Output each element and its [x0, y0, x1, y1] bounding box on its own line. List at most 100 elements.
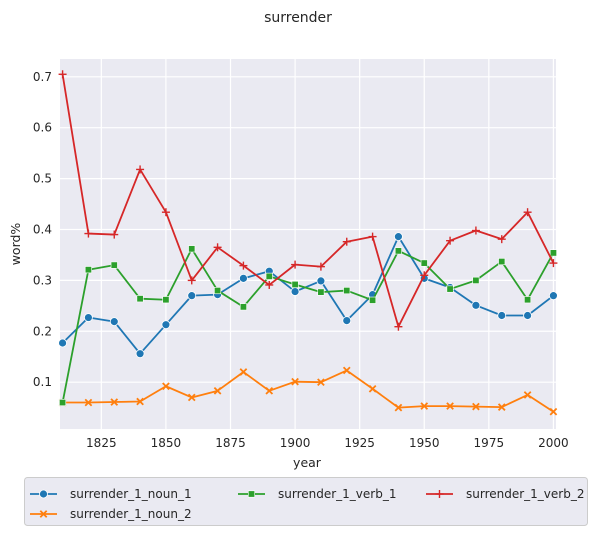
- data-point: [290, 287, 300, 296]
- y-tick-label: 0.5: [33, 172, 52, 186]
- data-point: [136, 397, 144, 406]
- data-point: [84, 398, 93, 407]
- data-point: [213, 243, 222, 252]
- y-axis-label: word%: [8, 223, 23, 266]
- legend-marker: [39, 510, 48, 518]
- data-point: [162, 382, 170, 391]
- data-point-stroke: [291, 377, 299, 386]
- data-point: [187, 393, 196, 402]
- data-point: [549, 407, 558, 416]
- data-point: [187, 276, 196, 285]
- data-point: [84, 313, 93, 322]
- data-point: [135, 349, 145, 359]
- data-point: [239, 273, 248, 283]
- data-point-stroke: [110, 398, 119, 406]
- data-point-stroke: [136, 397, 144, 406]
- data-point: [265, 272, 273, 280]
- data-point-stroke: [523, 391, 532, 399]
- data-point: [188, 245, 196, 253]
- data-point: [239, 261, 248, 270]
- data-point: [187, 291, 197, 301]
- data-point: [394, 322, 403, 331]
- data-point: [446, 285, 454, 293]
- data-point-stroke: [265, 386, 274, 395]
- data-point: [446, 402, 454, 410]
- y-tick-label: 0.4: [33, 222, 52, 236]
- data-point-stroke: [239, 368, 248, 376]
- legend-entry: surrender_1_noun_2: [30, 507, 192, 521]
- plot-area: [60, 59, 556, 429]
- data-point: [472, 276, 480, 284]
- data-point: [317, 378, 325, 387]
- data-point: [342, 366, 351, 375]
- data-point-stroke: [472, 402, 480, 411]
- legend-marker: [435, 490, 444, 498]
- y-tick-label: 0.2: [33, 324, 52, 338]
- data-point-stroke: [84, 398, 93, 407]
- legend-label: surrender_1_verb_2: [466, 487, 584, 501]
- data-point-stroke: [420, 402, 429, 410]
- data-point: [109, 317, 119, 327]
- data-point-stroke: [317, 378, 325, 387]
- legend-label: surrender_1_verb_1: [278, 487, 396, 501]
- data-point: [549, 259, 558, 268]
- data-point: [549, 249, 557, 257]
- data-point: [136, 295, 144, 303]
- data-point: [161, 320, 171, 330]
- data-point: [497, 235, 506, 244]
- y-tick-label: 0.7: [33, 70, 52, 84]
- data-point-stroke: [497, 403, 506, 411]
- data-point: [84, 266, 92, 274]
- legend-label: surrender_1_noun_1: [70, 487, 192, 501]
- data-point: [420, 271, 429, 280]
- data-point: [472, 402, 480, 411]
- data-point: [213, 386, 222, 395]
- data-point: [162, 296, 170, 304]
- data-point: [342, 237, 351, 246]
- data-point: [214, 287, 222, 295]
- data-point: [110, 261, 118, 269]
- series-line: [61, 235, 554, 355]
- data-point: [265, 280, 274, 289]
- legend-label: surrender_1_noun_2: [70, 507, 192, 521]
- data-point: [291, 280, 299, 288]
- data-point: [523, 208, 532, 217]
- x-axis-label: year: [293, 455, 322, 470]
- data-point-stroke: [549, 407, 558, 416]
- data-point-stroke: [187, 393, 196, 402]
- y-tick-label: 0.3: [33, 273, 52, 287]
- data-point: [394, 403, 403, 412]
- data-point: [368, 232, 377, 241]
- data-point: [524, 296, 532, 304]
- legend-entry: surrender_1_verb_2: [426, 487, 584, 501]
- data-point: [523, 391, 532, 399]
- x-tick-label: 1900: [280, 436, 311, 450]
- legend-box: [24, 477, 588, 526]
- data-point: [549, 291, 558, 301]
- x-tick-label: 1875: [215, 436, 246, 450]
- data-point: [343, 287, 351, 295]
- data-point: [369, 296, 377, 304]
- data-point: [110, 398, 119, 406]
- legend: surrender_1_noun_1 surrender_1_noun_2 surr…: [24, 477, 588, 526]
- data-point: [394, 232, 403, 242]
- data-point: [497, 403, 506, 411]
- x-tick-label: 1925: [344, 436, 375, 450]
- data-point-stroke: [394, 403, 403, 412]
- series-surrender_1_verb_1: [59, 245, 557, 407]
- x-tick-label: 1975: [474, 436, 505, 450]
- series-line: [61, 247, 555, 403]
- tick-labels: 1825 1850 1875 1900 1925 1950 1975 2000 0.1 0.2 0.…: [33, 70, 569, 450]
- data-point: [58, 338, 67, 348]
- data-point: [291, 260, 300, 269]
- data-point: [497, 311, 507, 320]
- chart-title: surrender: [264, 10, 332, 26]
- data-point-stroke: [342, 366, 351, 375]
- y-tick-label: 0.1: [33, 375, 52, 389]
- series-line: [61, 74, 555, 328]
- data-point: [316, 276, 326, 286]
- data-point: [471, 226, 480, 235]
- data-point: [394, 247, 402, 255]
- data-point: [368, 384, 377, 393]
